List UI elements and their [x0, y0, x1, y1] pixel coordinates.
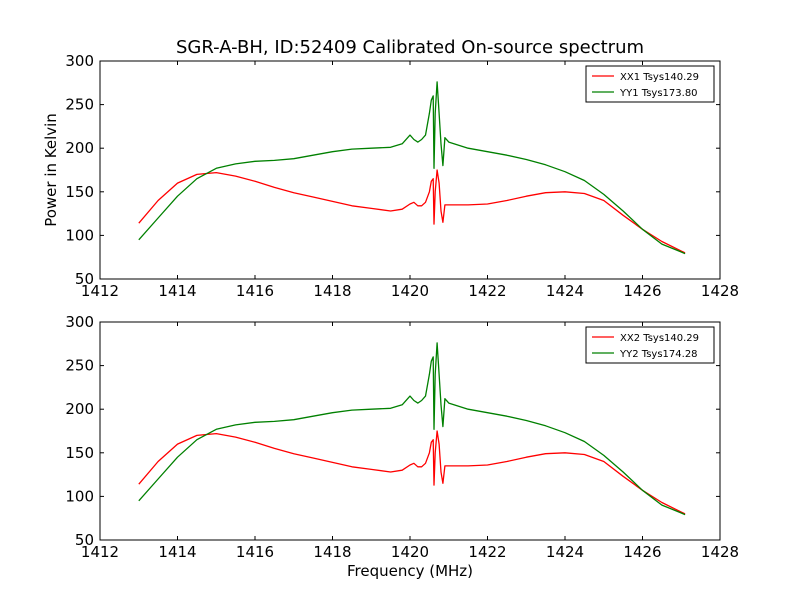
bottom-x-tick-label: 1428 — [701, 543, 739, 561]
top-plot-panel: 1412 1414 1416 1418 1420 1422 1424 1426 1428 50 10… — [42, 52, 739, 300]
top-x-tick-label: 1420 — [391, 282, 429, 300]
bottom-x-tick-label: 1418 — [313, 543, 351, 561]
bottom-y-tick-label: 50 — [75, 531, 94, 549]
bottom-legend-label: YY2 Tsys174.28 — [619, 349, 698, 360]
bottom-x-axis-label: Frequency (MHz) — [347, 562, 473, 580]
top-x-tick-label: 1412 — [81, 282, 119, 300]
top-x-tick-label: 1426 — [623, 282, 661, 300]
top-y-axis-label: Power in Kelvin — [42, 113, 60, 227]
top-legend-box — [585, 65, 715, 103]
bottom-legend-label: XX2 Tsys140.29 — [620, 333, 699, 344]
top-y-tick-label: 150 — [65, 183, 94, 201]
bottom-x-tick-label: 1424 — [546, 543, 584, 561]
top-legend-label: YY1 Tsys173.80 — [619, 88, 698, 99]
bottom-x-tick-label: 1416 — [236, 543, 274, 561]
top-y-tick-label: 100 — [65, 226, 94, 244]
top-x-tick-label: 1418 — [313, 282, 351, 300]
bottom-x-tick-label: 1412 — [81, 543, 119, 561]
top-x-tick-label: 1424 — [546, 282, 584, 300]
bottom-y-tick-label: 300 — [65, 313, 94, 331]
bottom-y-tick-label: 100 — [65, 487, 94, 505]
top-series-line-1 — [138, 81, 686, 255]
bottom-y-tick-label: 250 — [65, 357, 94, 375]
bottom-series-line-1 — [138, 342, 686, 516]
bottom-y-tick-label: 150 — [65, 444, 94, 462]
top-series-line-0 — [138, 169, 686, 254]
bottom-x-tick-label: 1420 — [391, 543, 429, 561]
top-y-tick-label: 250 — [65, 96, 94, 114]
top-y-tick-label: 200 — [65, 139, 94, 157]
top-x-tick-label: 1416 — [236, 282, 274, 300]
bottom-series-line-0 — [138, 430, 686, 515]
bottom-plot-panel: 1412 1414 1416 1418 1420 1422 1424 1426 1428 50 10… — [65, 313, 739, 580]
bottom-legend-box — [585, 326, 715, 364]
top-x-tick-label: 1422 — [468, 282, 506, 300]
bottom-x-tick-label: 1414 — [158, 543, 196, 561]
bottom-x-tick-label: 1426 — [623, 543, 661, 561]
bottom-y-tick-label: 200 — [65, 400, 94, 418]
top-legend-label: XX1 Tsys140.29 — [620, 72, 699, 83]
top-x-tick-label: 1428 — [701, 282, 739, 300]
top-x-tick-label: 1414 — [158, 282, 196, 300]
top-y-tick-label: 300 — [65, 52, 94, 70]
bottom-x-tick-label: 1422 — [468, 543, 506, 561]
top-y-tick-label: 50 — [75, 270, 94, 288]
figure-title: SGR-A-BH, ID:52409 Calibrated On-source … — [176, 37, 644, 58]
